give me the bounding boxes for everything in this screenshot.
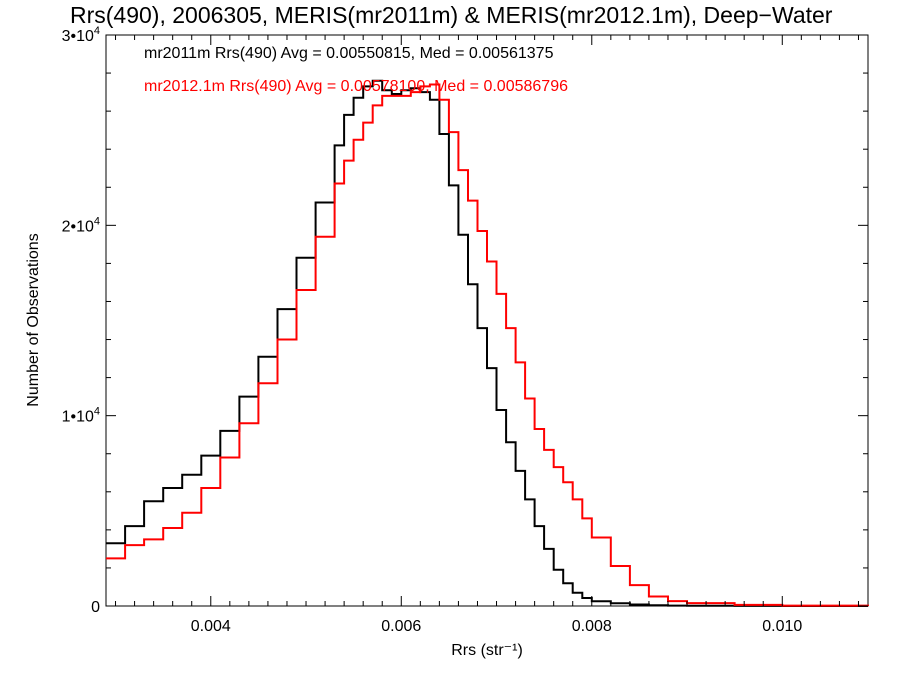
- y-tick-label: 0: [91, 599, 100, 616]
- y-tick-label: 1•104: [62, 406, 100, 426]
- y-tick-label: 3•104: [62, 25, 100, 45]
- x-tick-label: 0.010: [762, 618, 802, 635]
- x-tick-label: 0.006: [381, 618, 421, 635]
- axis-tick-labels: 0.004 0.006 0.008 0.010 0 1•104 2•104 3•104: [62, 25, 803, 635]
- chart-title: Rrs(490), 2006305, MERIS(mr2011m) & MERI…: [70, 2, 833, 28]
- y-tick-label: 2•104: [62, 215, 100, 235]
- stats-annotation-mr2012-1m: mr2012.1m Rrs(490) Avg = 0.00578100, Med…: [144, 78, 568, 95]
- series-layer: [106, 79, 869, 607]
- axis-ticks: [106, 34, 868, 607]
- series-line-mr2012-1m: [106, 83, 869, 607]
- series-line-mr2011m: [106, 79, 868, 607]
- stats-annotation-mr2011m: mr2011m Rrs(490) Avg = 0.00550815, Med =…: [144, 45, 554, 62]
- x-tick-label: 0.004: [191, 618, 231, 635]
- y-axis-label: Number of Observations: [25, 233, 42, 406]
- plot-frame: [105, 34, 869, 607]
- x-axis-label: Rrs (str⁻¹): [451, 642, 523, 659]
- x-tick-label: 0.008: [572, 618, 612, 635]
